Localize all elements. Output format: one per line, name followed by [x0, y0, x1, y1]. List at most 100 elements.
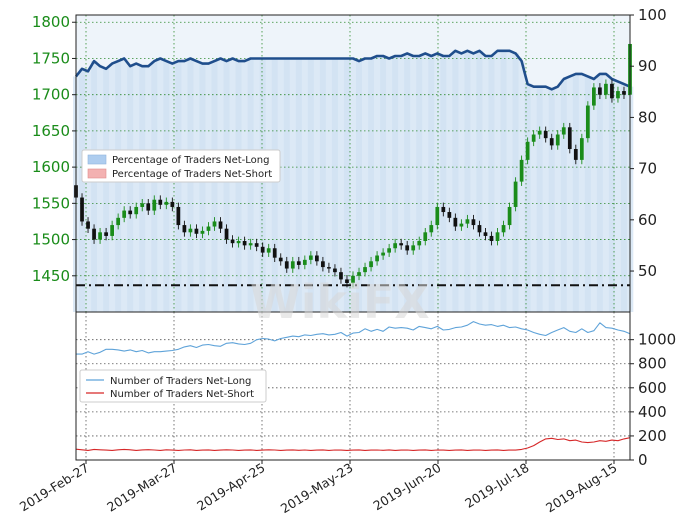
net-long-percentage-bar	[428, 55, 435, 313]
net-long-percentage-bar	[325, 58, 333, 312]
percentage-axis: 50 60 70 80 90 100	[630, 6, 667, 280]
candle-body	[278, 257, 283, 262]
net-long-percentage-bar	[85, 71, 92, 313]
net-long-percentage-bar	[452, 50, 459, 313]
net-long-percentage-bar	[356, 61, 363, 312]
net-long-percentage-bar	[163, 61, 170, 312]
net-long-percentage-bar	[139, 66, 146, 312]
price-tick-label: 1450	[32, 267, 70, 285]
net-long-percentage-bar	[590, 79, 598, 312]
candle-body	[333, 268, 337, 273]
net-long-percentage-bar	[458, 53, 465, 312]
net-long-percentage-bars	[72, 50, 634, 313]
candle-body	[122, 210, 127, 218]
net-long-percentage-bar	[410, 55, 417, 313]
net-long-percentage-bar	[169, 63, 176, 313]
net-long-percentage-bar	[91, 61, 98, 312]
top-legend-box	[81, 149, 281, 183]
candle-body	[507, 206, 512, 226]
candle-body	[537, 130, 542, 135]
net-long-percentage-bar	[536, 86, 543, 312]
net-long-percentage-bar	[133, 63, 140, 313]
candle-body	[567, 127, 572, 150]
candle-body	[98, 232, 102, 240]
net-long-percentage-bar	[404, 53, 411, 312]
net-long-percentage-bar	[566, 76, 574, 312]
net-long-percentage-bar	[614, 81, 622, 312]
candle-body	[616, 91, 620, 99]
candle-body	[302, 259, 307, 265]
percentage-tick-label: 50	[638, 262, 657, 280]
net-long-percentage-bar	[596, 73, 604, 312]
net-long-percentage-bar	[554, 86, 562, 312]
candle-body	[236, 241, 241, 244]
candle-body	[224, 228, 229, 240]
candle-body	[598, 87, 602, 95]
net-long-percentage-bar	[289, 58, 297, 312]
candle-body	[182, 225, 187, 233]
net-long-percentage-bar	[103, 68, 110, 312]
net-long-percentage-bar	[572, 73, 580, 312]
price-tick-label: 1800	[32, 13, 70, 31]
candle-body	[321, 261, 325, 268]
net-long-percentage-bar	[482, 55, 489, 313]
net-long-percentage-bar	[380, 55, 387, 313]
candle-body	[254, 243, 259, 247]
net-long-percentage-bar	[157, 58, 164, 312]
candle-body	[417, 241, 422, 246]
percentage-tick-label: 60	[638, 211, 657, 229]
percentage-tick-label: 80	[638, 108, 657, 126]
net-long-percentage-bar	[79, 68, 86, 312]
date-tick-label: 2019-Jul-18	[462, 460, 531, 511]
price-tick-label: 1550	[32, 194, 70, 212]
candle-body	[483, 232, 488, 236]
candle-body	[592, 87, 596, 106]
candle-body	[435, 206, 440, 226]
candle-body	[579, 138, 584, 160]
price-tick-label: 1500	[32, 231, 70, 249]
top-legend-net-short-label: Percentage of Traders Net-Short	[112, 169, 272, 180]
net-long-percentage-bar	[446, 55, 453, 313]
net-long-percentage-bar	[434, 53, 441, 312]
candle-body	[296, 261, 301, 265]
candle-body	[110, 225, 114, 236]
net-long-percentage-bar	[500, 50, 507, 313]
net-long-percentage-bar	[127, 66, 134, 312]
candle-body	[176, 206, 181, 226]
date-tick-label: 2019-Jun-20	[370, 460, 443, 513]
date-tick-label: 2019-May-23	[278, 460, 356, 513]
net-long-percentage-bar	[331, 58, 339, 312]
candle-body	[315, 255, 319, 262]
candle-body	[92, 228, 96, 240]
net-short-swatch	[87, 168, 107, 179]
net-long-percentage-bar	[542, 86, 550, 312]
candle-body	[230, 239, 235, 244]
net-long-percentage-bar	[151, 61, 158, 312]
net-long-percentage-bar	[392, 55, 399, 313]
date-tick-label: 2019-Apr-25	[194, 460, 268, 513]
candle-body	[284, 261, 289, 269]
net-long-percentage-bar	[259, 58, 266, 312]
candle-body	[459, 223, 464, 227]
candle-body	[164, 201, 169, 205]
candle-body	[622, 91, 626, 95]
candle-body	[200, 230, 205, 234]
bottom-legend-box	[79, 369, 267, 403]
candle-body	[140, 203, 145, 207]
candle-body	[272, 248, 277, 258]
candle-body	[86, 221, 90, 229]
candle-body	[501, 225, 506, 233]
watermark-logo: WikiFX	[250, 275, 430, 329]
net-long-percentage-bar	[283, 58, 291, 312]
net-long-percentage-bar	[506, 50, 513, 313]
net-long-percentage-bar	[548, 89, 556, 312]
net-long-percentage-bar	[145, 66, 152, 312]
candle-body	[242, 241, 247, 246]
candle-body	[134, 206, 139, 215]
net-long-percentage-bar	[193, 61, 200, 312]
net-long-percentage-bar	[398, 55, 405, 313]
date-tick-label: 2019-Aug-15	[543, 460, 620, 513]
candle-body	[381, 252, 385, 256]
net-long-percentage-bar	[277, 58, 285, 312]
